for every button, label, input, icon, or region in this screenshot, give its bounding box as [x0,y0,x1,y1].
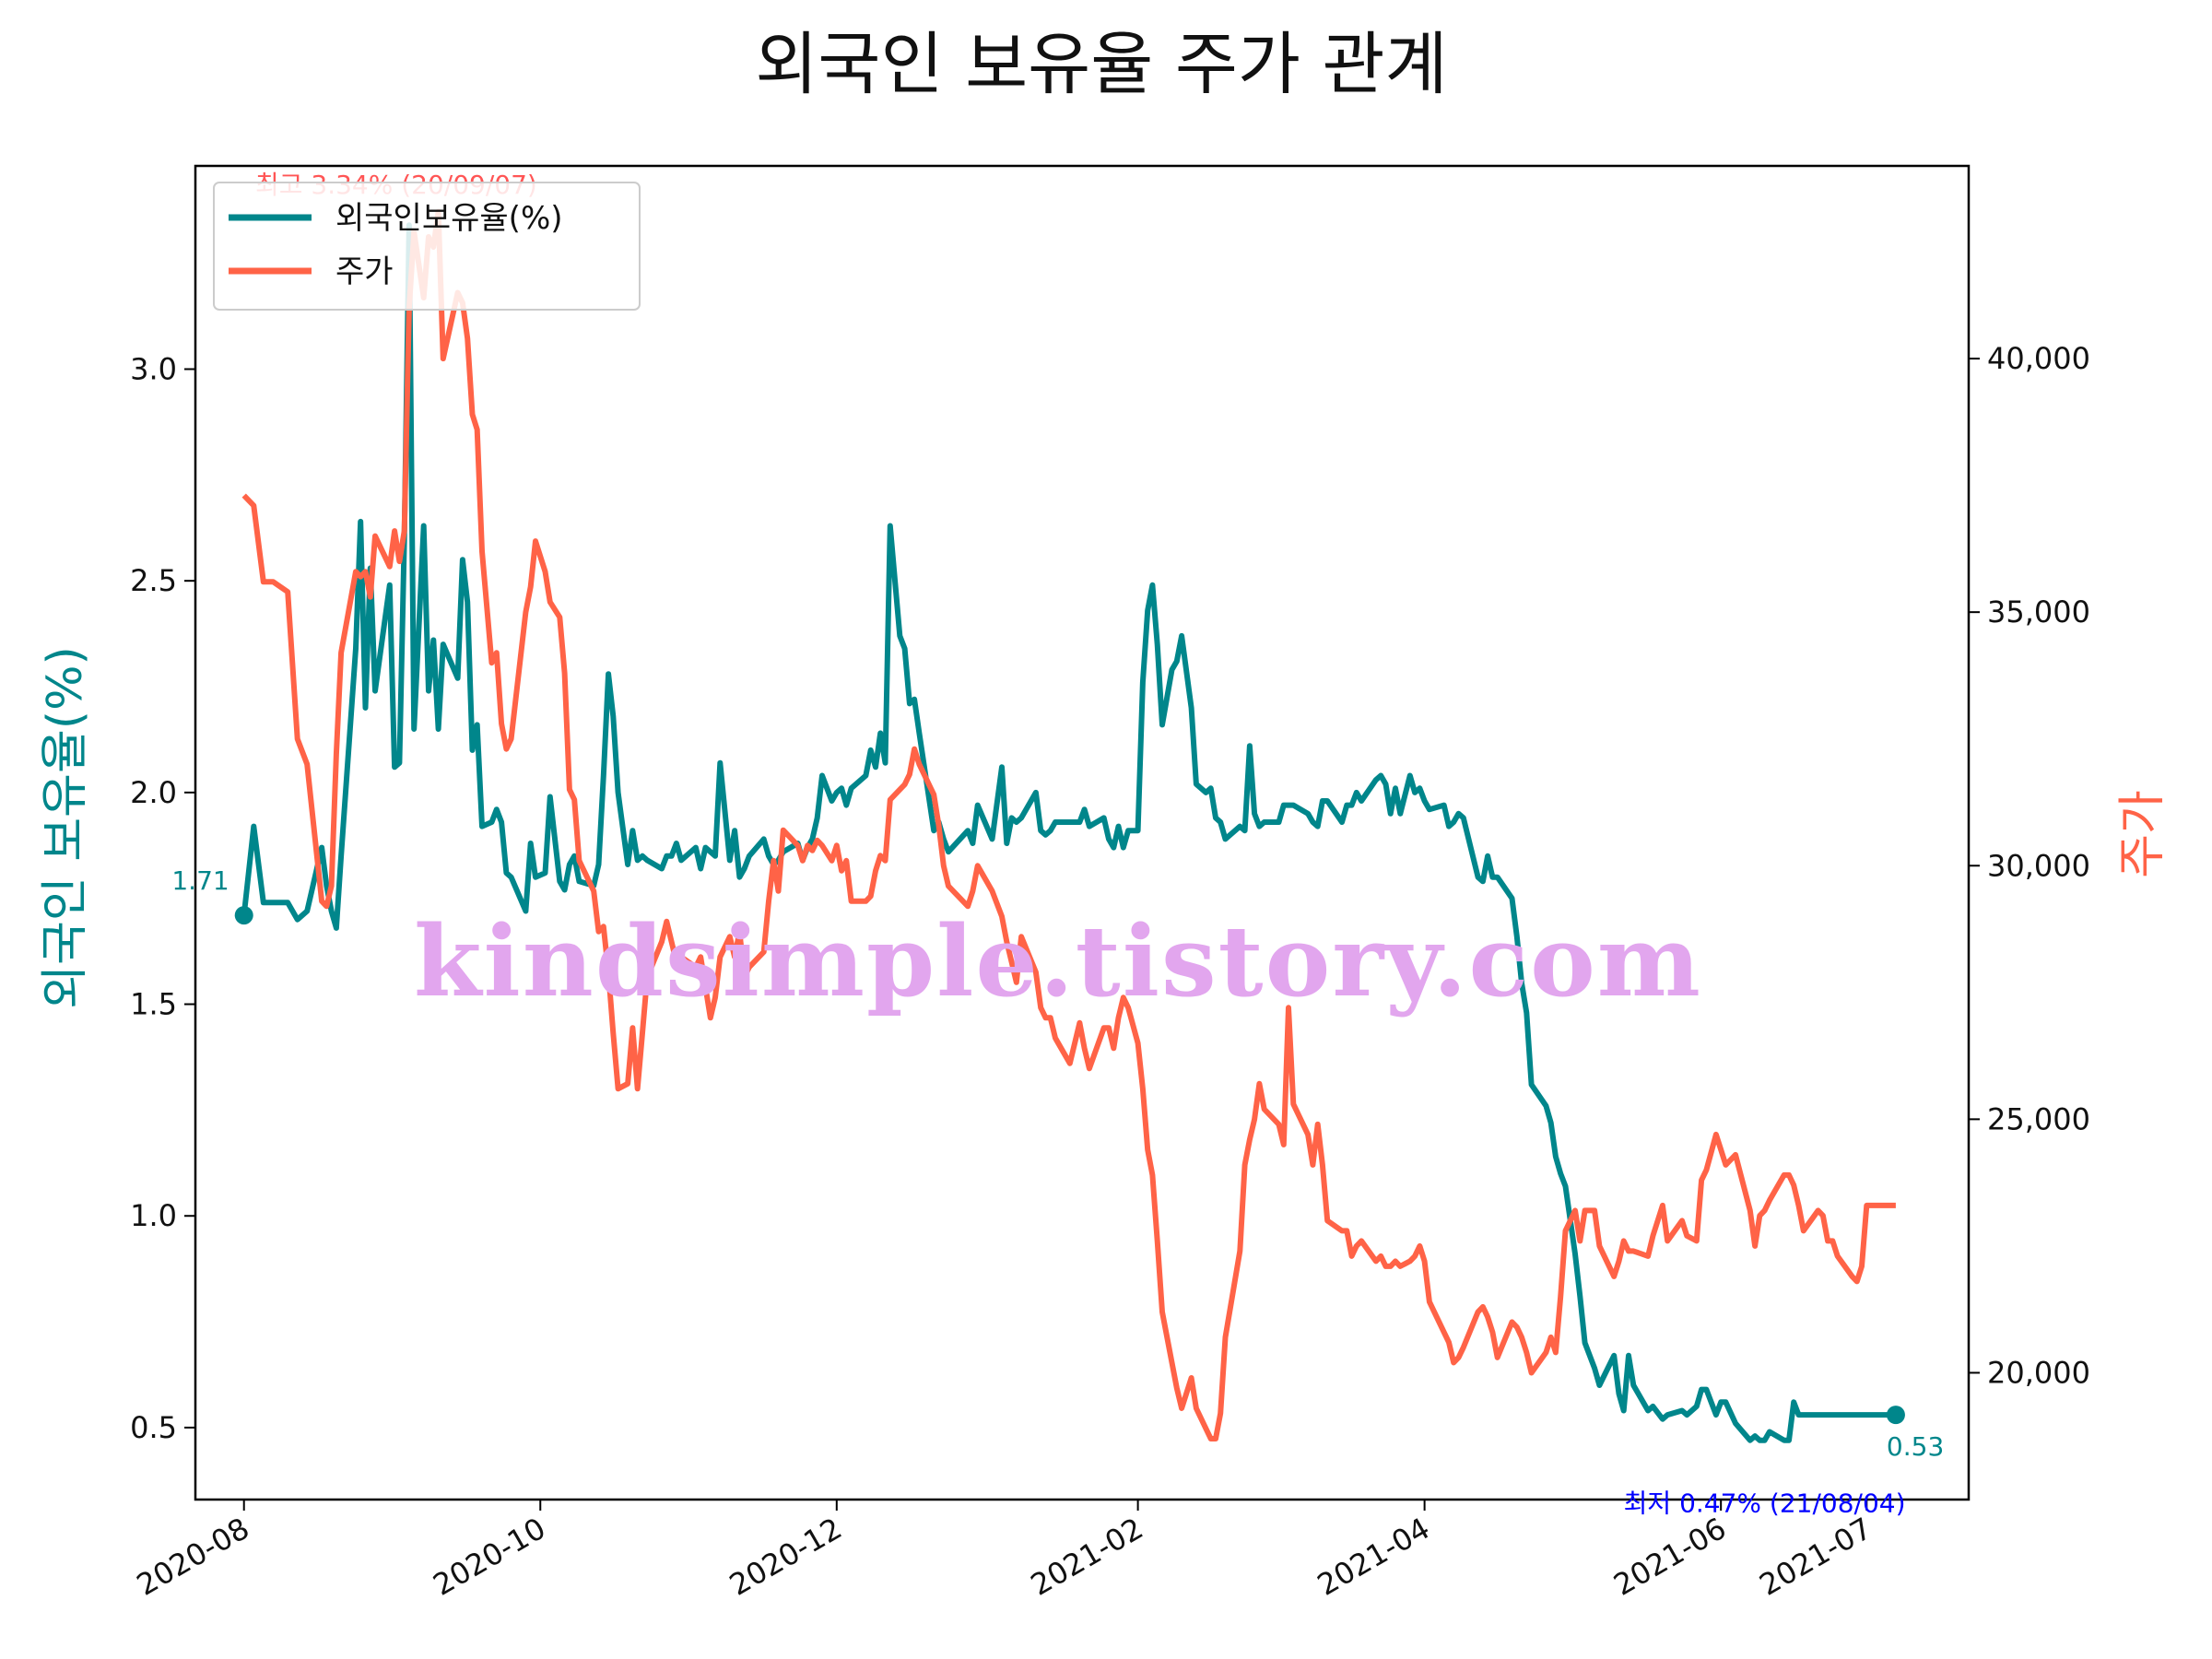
y-left-tick-label-0: 0.5 [130,1410,177,1445]
marker-layer: 1.71 0.53 [171,865,1944,1462]
series-layer [241,208,1896,1443]
marker-label-1: 0.53 [1887,1431,1944,1462]
series-line-1 [241,208,1896,1441]
annotation-1: 최저 0.47% (21/08/04) [1624,1488,1906,1519]
y-axis-left-label: 외국인 보유율(%) [38,646,93,1009]
plot-frame [194,164,1971,1501]
y-axis-right-label: 주가 [2115,790,2171,878]
y-left-tick-label-4: 2.5 [130,563,177,598]
legend-box [213,182,641,311]
marker-point-1 [1886,1406,1905,1425]
series-line-0 [241,222,1896,1443]
y-right-tick-label-4: 40,000 [1987,341,2090,376]
chart-title: 외국인 보유율 주가 관계 [755,25,1447,104]
y-right-tick-label-3: 35,000 [1987,594,2090,629]
y-left-tick-label-3: 2.0 [130,775,177,810]
y-left-tick-label-1: 1.0 [130,1198,177,1233]
marker-label-0: 1.71 [171,865,229,896]
legend[interactable]: 외국인보유율(%) 주가 [213,182,641,311]
legend-label-price: 주가 [335,253,394,290]
marker-point-0 [234,906,253,925]
y-left-tick-label-5: 3.0 [130,351,177,386]
y-right-tick-label-1: 25,000 [1987,1101,2090,1136]
y-right-tick-label-0: 20,000 [1987,1355,2090,1390]
y-left-tick-label-2: 1.5 [130,987,177,1022]
y-right-tick-label-2: 30,000 [1987,848,2090,883]
watermark: kindsimple.tistory.com [414,903,1702,1018]
legend-label-foreign-ratio: 외국인보유율(%) [335,200,563,237]
